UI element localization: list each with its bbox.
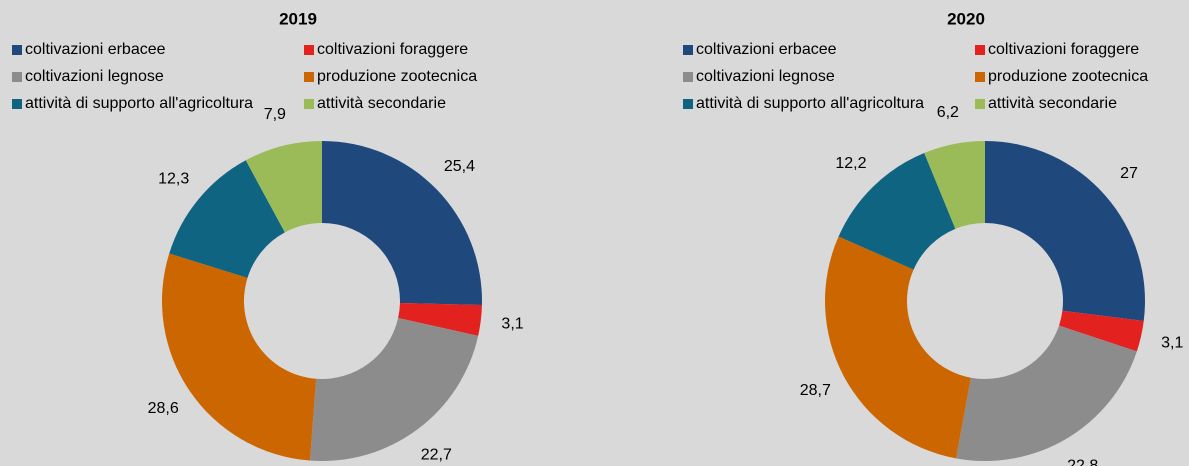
donut-slice (169, 160, 285, 278)
legend-label: coltivazioni legnose (696, 68, 835, 85)
legend-swatch (975, 99, 985, 109)
donut-slice (161, 253, 317, 461)
legend-label: coltivazioni foraggere (988, 41, 1139, 58)
legend-swatch (304, 45, 314, 55)
legend-swatch (975, 45, 985, 55)
donut-slice (924, 141, 985, 229)
legend-label: produzione zootecnica (317, 68, 477, 85)
donut-slice (322, 141, 482, 306)
chart-title: 2020 (947, 9, 985, 28)
data-label: 28,7 (800, 382, 831, 399)
donut-slice (956, 325, 1137, 462)
data-label: 12,3 (158, 170, 189, 187)
donut-slice (838, 152, 956, 270)
data-label: 22,7 (421, 446, 452, 463)
legend-label: attività di supporto all'agricoltura (696, 95, 924, 112)
legend-label: produzione zootecnica (988, 68, 1148, 85)
data-label: 28,6 (148, 400, 179, 417)
data-label: 25,4 (444, 158, 475, 175)
donut-slice (309, 318, 479, 461)
legend-swatch (12, 72, 22, 82)
legend-label: coltivazioni legnose (25, 68, 164, 85)
donut-slice (245, 141, 322, 233)
legend-swatch (12, 45, 22, 55)
donut-slice (985, 141, 1145, 322)
legend-label: coltivazioni erbacee (696, 41, 837, 58)
legend-label: attività di supporto all'agricoltura (25, 95, 253, 112)
legend-swatch (683, 45, 693, 55)
legend-swatch (304, 72, 314, 82)
chart-title: 2019 (279, 9, 317, 28)
data-label: 3,1 (1161, 335, 1183, 352)
legend-swatch (683, 72, 693, 82)
legend-label: coltivazioni foraggere (317, 41, 468, 58)
donut-slice (398, 302, 482, 336)
data-label: 12,2 (835, 155, 866, 172)
legend-label: coltivazioni erbacee (25, 41, 166, 58)
data-label: 7,9 (264, 106, 286, 123)
data-label: 22,8 (1067, 457, 1098, 466)
legend-label: attività secondarie (988, 95, 1117, 112)
legend-swatch (12, 99, 22, 109)
data-label: 6,2 (937, 104, 959, 121)
data-label: 3,1 (501, 316, 523, 333)
legend-label: attività secondarie (317, 95, 446, 112)
legend-swatch (683, 99, 693, 109)
legend-swatch (304, 99, 314, 109)
data-label: 27 (1120, 165, 1138, 182)
donut-slice (824, 236, 971, 459)
donut-slice (1059, 310, 1144, 352)
legend-swatch (975, 72, 985, 82)
